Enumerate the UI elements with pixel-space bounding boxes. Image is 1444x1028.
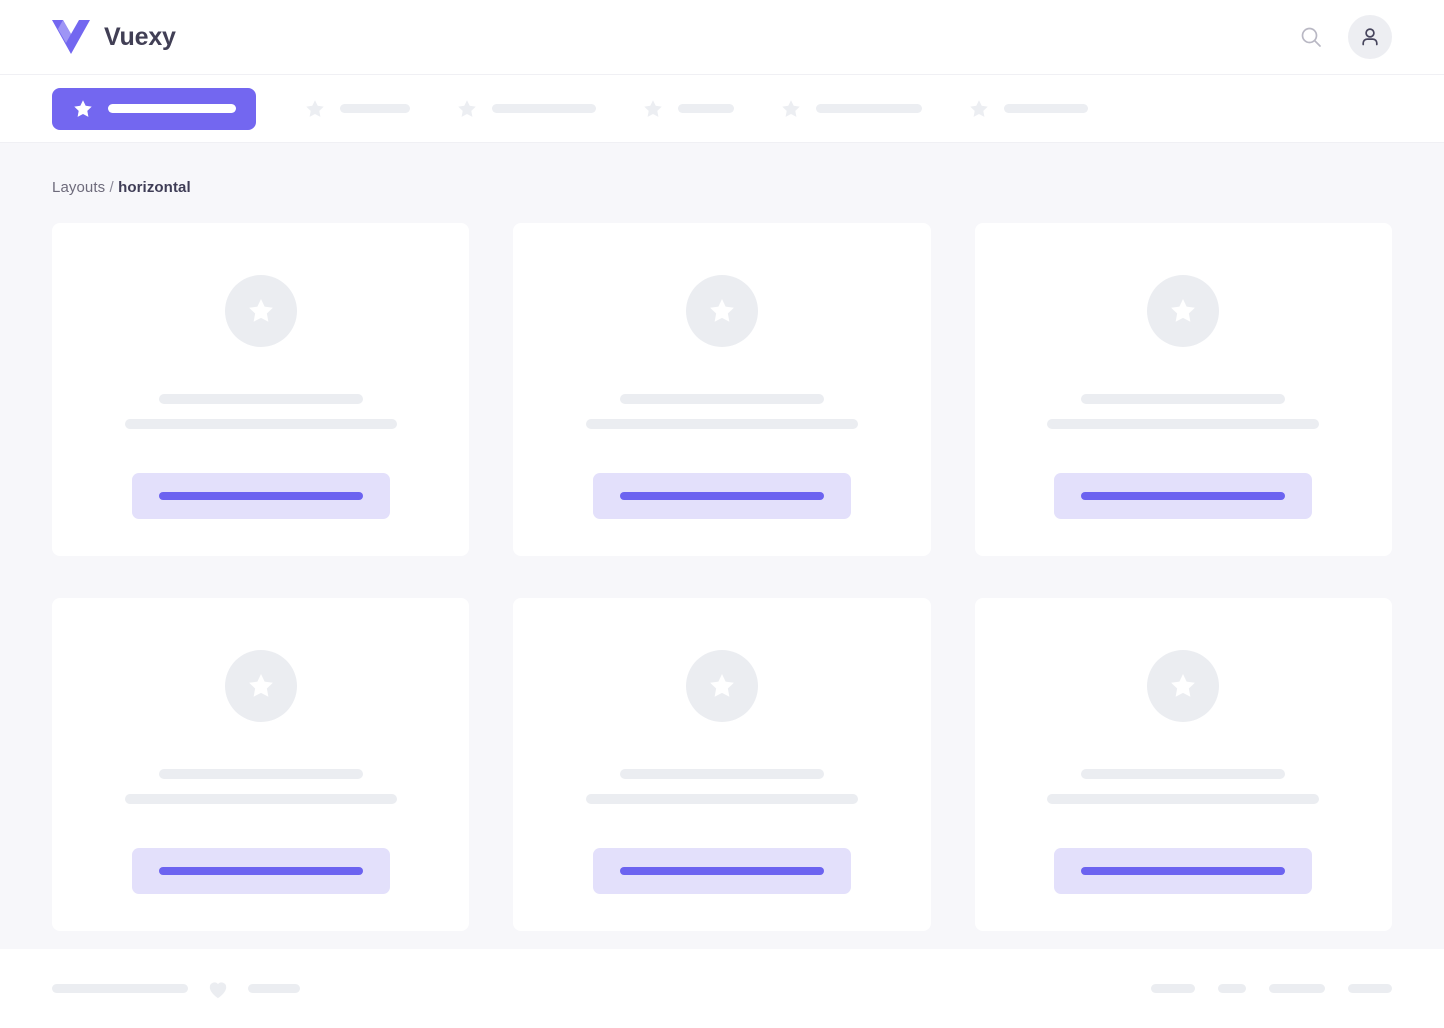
card-title-placeholder [158,769,363,779]
card-subtitle-placeholder [1047,794,1320,804]
card-action-button[interactable] [1054,848,1313,894]
card-button-label-placeholder [619,867,824,875]
footer-link-2-placeholder[interactable] [1269,984,1325,993]
card-button-label-placeholder [158,492,363,500]
star-icon [970,99,988,117]
nav-item-2-label-placeholder [492,104,596,113]
nav-item-1[interactable] [286,88,428,130]
star-icon [306,99,324,117]
card-avatar-placeholder [224,650,297,722]
nav-item-0[interactable] [52,87,256,130]
card-subtitle-placeholder [585,794,858,804]
star-icon [458,99,476,117]
star-icon [710,674,734,697]
nav-item-4-label-placeholder [816,104,922,113]
star-icon [710,299,734,322]
breadcrumb-separator: / [109,179,114,196]
footer-author-placeholder [248,984,300,993]
footer-link-1-placeholder[interactable] [1218,984,1246,993]
avatar[interactable] [1348,15,1392,59]
breadcrumb-root[interactable]: Layouts [52,179,106,196]
breadcrumb-current: horizontal [118,179,191,196]
card-action-button[interactable] [592,848,851,894]
card-title-placeholder [619,394,824,404]
heart-icon [209,981,227,998]
footer-left-group [52,979,300,999]
card-subtitle-placeholder [124,794,397,804]
card-button-label-placeholder [1081,867,1286,875]
search-icon[interactable] [1298,24,1324,50]
card-action-button[interactable] [592,473,851,519]
nav-item-2[interactable] [438,88,614,130]
card-4 [513,598,931,931]
star-icon [1171,299,1196,322]
card-title-placeholder [1081,394,1286,404]
app-footer [0,949,1444,1028]
breadcrumb: Layouts / horizontal [52,179,1392,196]
nav-item-5-label-placeholder [1004,104,1088,113]
star-icon [644,99,662,117]
nav-item-4[interactable] [762,88,940,130]
card-button-label-placeholder [619,492,824,500]
card-avatar-placeholder [685,650,758,722]
nav-item-3[interactable] [624,88,752,130]
brand-name-text: Vuexy [104,22,176,51]
card-subtitle-placeholder [124,419,397,429]
brand-logo-area[interactable]: Vuexy [52,20,176,54]
card-subtitle-placeholder [1047,419,1320,429]
card-avatar-placeholder [685,275,758,347]
header-actions [1298,15,1392,59]
star-icon [248,674,273,697]
nav-item-3-label-placeholder [678,104,734,113]
footer-link-0-placeholder[interactable] [1151,984,1195,993]
card-title-placeholder [1081,769,1286,779]
card-subtitle-placeholder [585,419,858,429]
card-grid [52,223,1392,931]
nav-item-0-label-placeholder [108,104,236,113]
card-avatar-placeholder [224,275,297,347]
card-action-button[interactable] [131,848,390,894]
card-3 [52,598,470,931]
card-2 [974,223,1392,556]
vuexy-v-logo-icon [52,20,90,54]
star-icon [1171,674,1196,697]
star-icon [782,99,800,117]
card-button-label-placeholder [158,867,363,875]
card-action-button[interactable] [1054,473,1313,519]
footer-copyright-placeholder [52,984,188,993]
card-avatar-placeholder [1147,275,1220,347]
star-icon [248,299,273,322]
card-title-placeholder [619,769,824,779]
app-header: Vuexy [0,0,1444,75]
star-icon [74,99,92,117]
main-content: Layouts / horizontal [0,143,1444,949]
card-avatar-placeholder [1147,650,1220,722]
card-button-label-placeholder [1081,492,1286,500]
footer-link-3-placeholder[interactable] [1348,984,1392,993]
card-0 [52,223,470,556]
card-title-placeholder [158,394,363,404]
card-1 [513,223,931,556]
nav-item-5[interactable] [950,88,1106,130]
horizontal-navbar [0,75,1444,143]
card-action-button[interactable] [131,473,390,519]
card-5 [974,598,1392,931]
nav-item-1-label-placeholder [340,104,410,113]
footer-right-group [1151,984,1392,993]
